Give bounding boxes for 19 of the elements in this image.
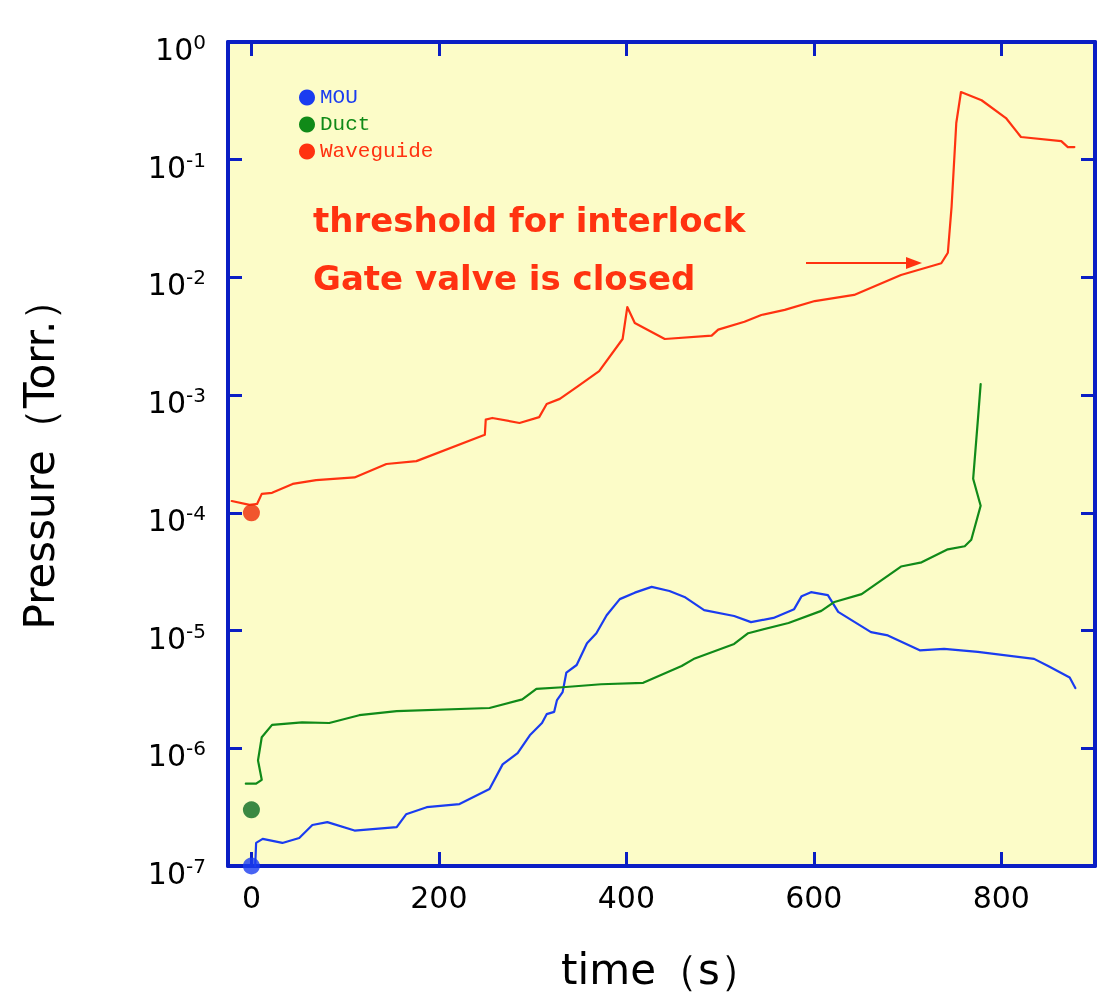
x-tick-label: 800 [972, 879, 1030, 915]
x-tick-label: 0 [241, 879, 261, 915]
x-axis-title: time（s） [561, 944, 762, 994]
y-tick-label: 10$^{-5}$ [147, 617, 206, 657]
y-tick-label: 10$^{0}$ [155, 29, 206, 68]
y-tick-label: 10$^{-2}$ [147, 264, 206, 304]
y-tick-label: 10$^{-3}$ [147, 382, 206, 422]
legend-label: MOU [320, 86, 358, 109]
y-tick-label: 10$^{-6}$ [147, 735, 206, 775]
y-tick-label: 10$^{-4}$ [147, 499, 206, 539]
y-tick-label: 10$^{-1}$ [147, 146, 206, 186]
x-tick-label: 600 [785, 879, 843, 915]
x-tick-label: 400 [597, 879, 655, 915]
y-tick-label: 10$^{-7}$ [147, 853, 206, 892]
legend-label: Duct [320, 113, 371, 136]
x-tick-label: 200 [410, 879, 468, 915]
annotation: threshold for interlock Gate valve is closed [313, 199, 746, 300]
y-axis-title: Pressure（Torr.） [14, 278, 64, 630]
legend-label: Waveguide [320, 140, 434, 163]
